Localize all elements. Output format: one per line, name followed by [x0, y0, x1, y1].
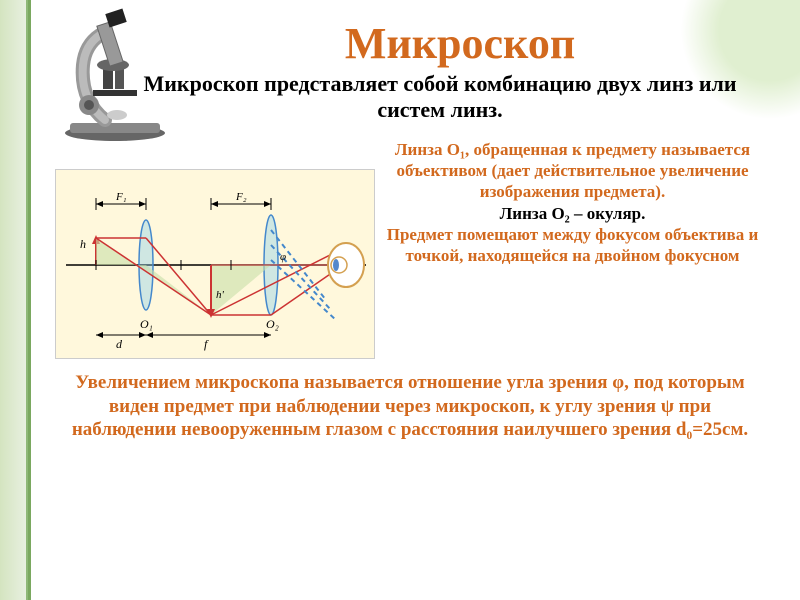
svg-text:F₂: F₂	[235, 191, 247, 203]
svg-text:O₂: O₂	[266, 317, 279, 331]
middle-section: F₁ F₂ d f h h' O₁ O₂	[50, 139, 770, 359]
placement-description: Предмет помещают между фокусом объектива…	[385, 224, 760, 267]
lens2-description: Линза O₂ – окуляр.	[385, 203, 760, 224]
page-title: Микроскоп	[150, 18, 770, 69]
svg-text:F₁: F₁	[115, 191, 127, 203]
svg-text:O₁: O₁	[140, 317, 153, 331]
svg-text:h': h'	[216, 289, 225, 301]
microscope-icon	[45, 5, 185, 145]
svg-text:φ: φ	[280, 251, 286, 263]
description-text: Линза O₁, обращенная к предмету называет…	[385, 139, 770, 359]
svg-text:f: f	[204, 337, 209, 351]
svg-text:d: d	[116, 337, 123, 351]
page-subtitle: Микроскоп представляет собой комбинацию …	[110, 71, 770, 124]
magnification-definition: Увеличением микроскопа называется отноше…	[50, 371, 770, 442]
slide-content: Микроскоп Микроскоп представляет собой к…	[0, 0, 800, 600]
optics-diagram: F₁ F₂ d f h h' O₁ O₂	[55, 169, 375, 359]
lens1-description: Линза O₁, обращенная к предмету называет…	[385, 139, 760, 203]
svg-text:h: h	[80, 237, 86, 251]
